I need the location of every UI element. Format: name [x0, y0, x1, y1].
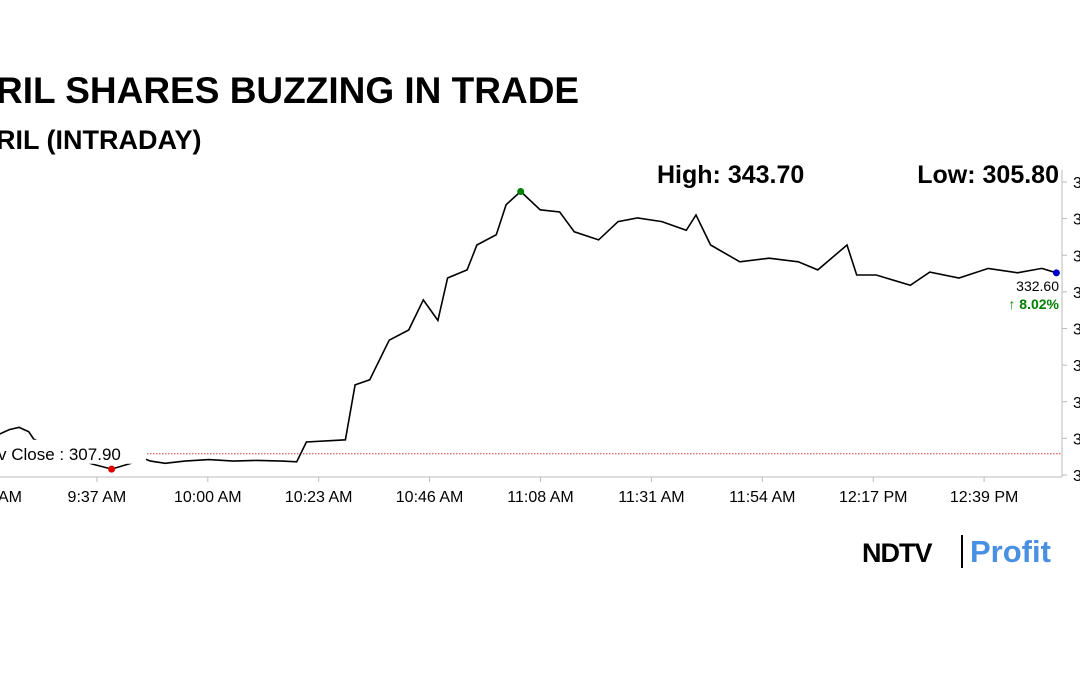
x-tick-label: 11:08 AM [507, 489, 573, 506]
high-dot [517, 188, 525, 196]
prev-close-label: v Close : 307.90 [0, 445, 121, 464]
y-tick-label: 3 [1073, 212, 1080, 229]
brand-left: NDTV [862, 538, 932, 568]
x-tick-label: 12:39 PM [950, 489, 1018, 506]
y-tick-label: 3 [1073, 395, 1080, 412]
brand-right: Profit [970, 534, 1051, 569]
change-label: ↑ 8.02% [1008, 296, 1059, 312]
prev-close-bg [0, 439, 146, 464]
y-tick-label: 3 [1073, 248, 1080, 265]
x-tick-label: 12:17 PM [839, 489, 907, 506]
last-value-label: 332.60 [1016, 278, 1059, 294]
y-tick-label: 3 [1073, 322, 1080, 339]
chart-subtitle: RIL (INTRADAY) [0, 125, 202, 155]
chart-title: RIL SHARES BUZZING IN TRADE [0, 70, 579, 111]
x-tick-label: 11:31 AM [618, 489, 684, 506]
x-tick-label: AM [0, 489, 22, 506]
x-tick-label: 10:23 AM [285, 489, 353, 506]
y-tick-label: 3 [1073, 431, 1080, 448]
x-tick-label: 10:46 AM [396, 489, 464, 506]
low-label: Low: 305.80 [917, 161, 1059, 189]
x-tick-label: 9:37 AM [68, 489, 127, 506]
y-tick-label: 3 [1073, 175, 1080, 192]
high-label: High: 343.70 [657, 161, 804, 189]
x-tick-label: 11:54 AM [729, 489, 795, 506]
price-line [0, 190, 1057, 470]
low-dot [108, 465, 116, 473]
y-tick-label: 3 [1073, 468, 1080, 485]
x-tick-label: 10:00 AM [174, 489, 242, 506]
y-tick-label: 3 [1073, 358, 1080, 375]
y-tick-label: 3 [1073, 285, 1080, 302]
last-dot [1052, 269, 1060, 277]
